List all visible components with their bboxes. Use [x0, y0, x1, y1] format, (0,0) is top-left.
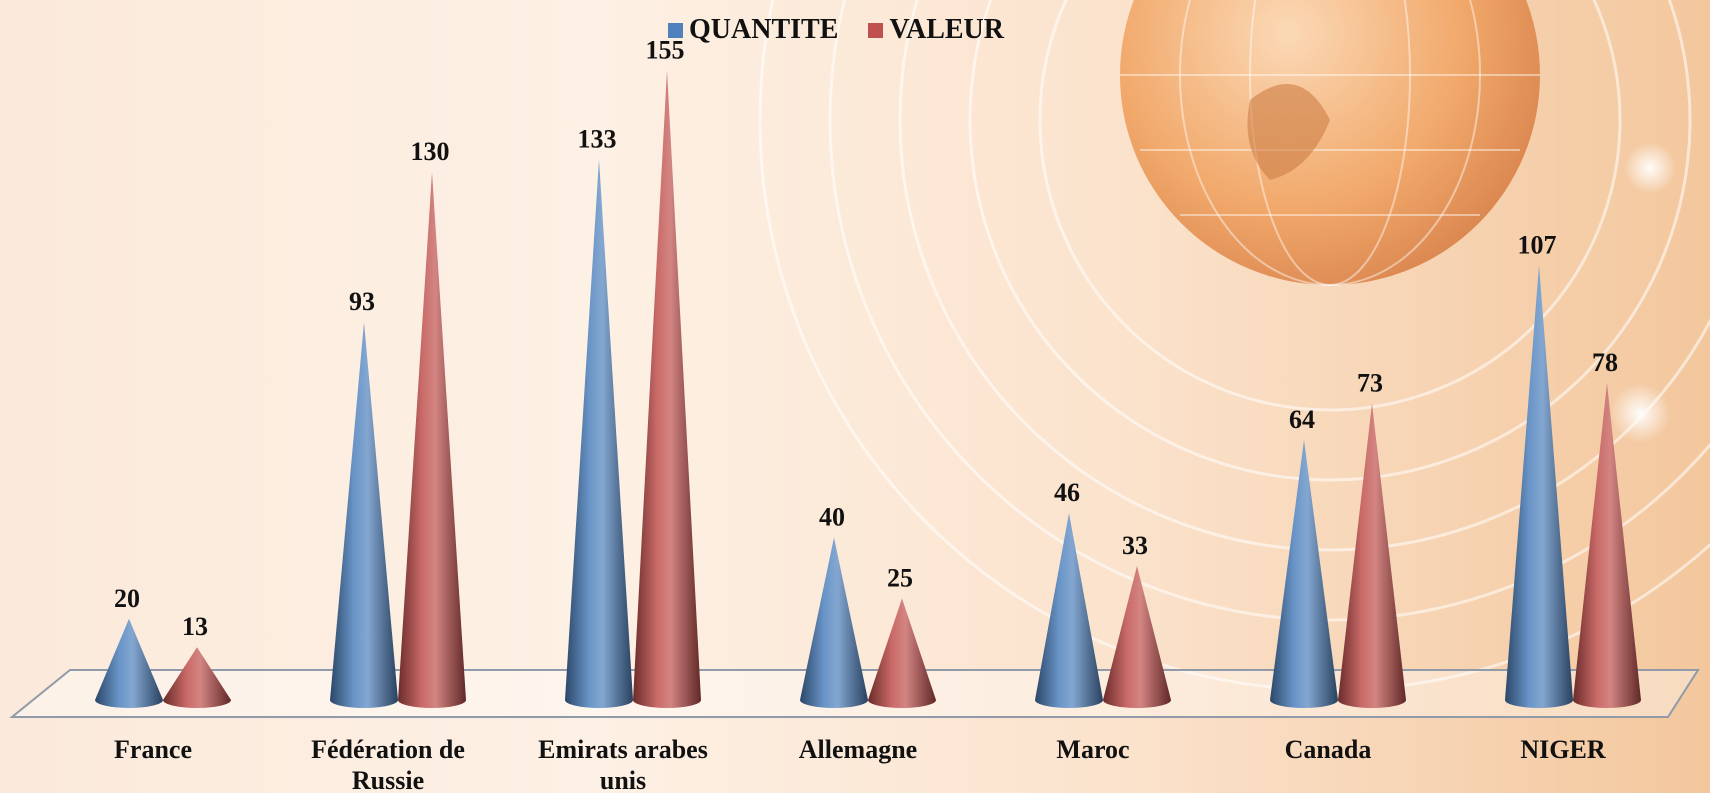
data-label-quantite-canada: 64	[1289, 405, 1315, 434]
cone-quantite-allemagne	[800, 538, 868, 709]
legend-label-valeur: VALEUR	[889, 14, 1004, 46]
legend: QUANTITE VALEUR	[668, 14, 1004, 46]
data-label-valeur-allemagne: 25	[887, 563, 913, 592]
data-label-valeur-france: 13	[182, 612, 208, 641]
data-label-valeur-niger: 78	[1592, 348, 1618, 377]
cone-valeur-maroc	[1103, 566, 1171, 708]
cone-quantite-federation-de-russie	[330, 322, 398, 708]
data-label-quantite-maroc: 46	[1054, 478, 1080, 507]
category-label-maroc: Maroc	[1056, 735, 1129, 764]
cone-quantite-france	[95, 619, 163, 708]
legend-swatch-valeur	[868, 23, 883, 38]
sparkle-glows	[1610, 142, 1676, 443]
legend-swatch-quantite	[668, 23, 683, 38]
legend-item-quantite: QUANTITE	[668, 14, 838, 46]
cone-valeur-emirats-arabes-unis	[633, 70, 701, 708]
cone-quantite-emirats-arabes-unis	[565, 160, 633, 708]
cone-quantite-niger	[1505, 265, 1573, 708]
cone-valeur-canada	[1338, 403, 1406, 708]
data-label-quantite-allemagne: 40	[819, 503, 845, 532]
data-label-valeur-maroc: 33	[1122, 531, 1148, 560]
data-label-quantite-niger: 107	[1518, 230, 1557, 259]
category-label-canada: Canada	[1285, 735, 1372, 764]
category-labels-layer: France Fédération de Russie Emirats arabes u…	[114, 735, 1606, 793]
data-label-valeur-federation-de-russie: 130	[411, 137, 450, 166]
category-label-france: France	[114, 735, 192, 764]
category-label-emirats-arabes-unis: Emirats arabes unis	[538, 735, 708, 793]
cone-valeur-federation-de-russie	[398, 172, 466, 708]
category-label-niger: NIGER	[1520, 735, 1605, 764]
data-label-quantite-france: 20	[114, 584, 140, 613]
cone-valeur-allemagne	[868, 598, 936, 708]
data-label-quantite-federation-de-russie: 93	[349, 287, 375, 316]
globe-image	[1120, 0, 1540, 285]
legend-label-quantite: QUANTITE	[689, 14, 838, 46]
data-label-quantite-emirats-arabes-unis: 133	[578, 125, 617, 154]
cone-quantite-maroc	[1035, 513, 1103, 708]
category-label-federation-de-russie: Fédération de Russie	[311, 735, 465, 793]
category-label-allemagne: Allemagne	[799, 735, 917, 764]
data-label-valeur-canada: 73	[1357, 368, 1383, 397]
legend-item-valeur: VALEUR	[868, 14, 1004, 46]
